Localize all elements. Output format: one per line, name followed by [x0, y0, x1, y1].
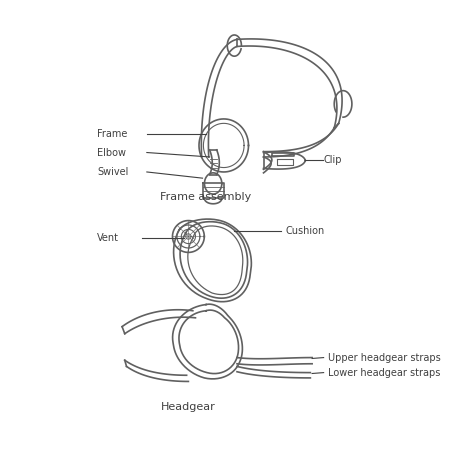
Text: Swivel: Swivel — [97, 167, 129, 177]
Text: Vent: Vent — [97, 233, 119, 243]
Text: Upper headgear straps: Upper headgear straps — [327, 353, 440, 363]
Text: Frame assembly: Frame assembly — [160, 192, 251, 202]
Text: Cushion: Cushion — [285, 226, 324, 236]
Text: Elbow: Elbow — [97, 148, 126, 157]
Text: Lower headgear straps: Lower headgear straps — [327, 368, 439, 378]
Text: Frame: Frame — [97, 129, 128, 139]
Text: Clip: Clip — [323, 156, 341, 166]
Text: Headgear: Headgear — [161, 402, 215, 412]
